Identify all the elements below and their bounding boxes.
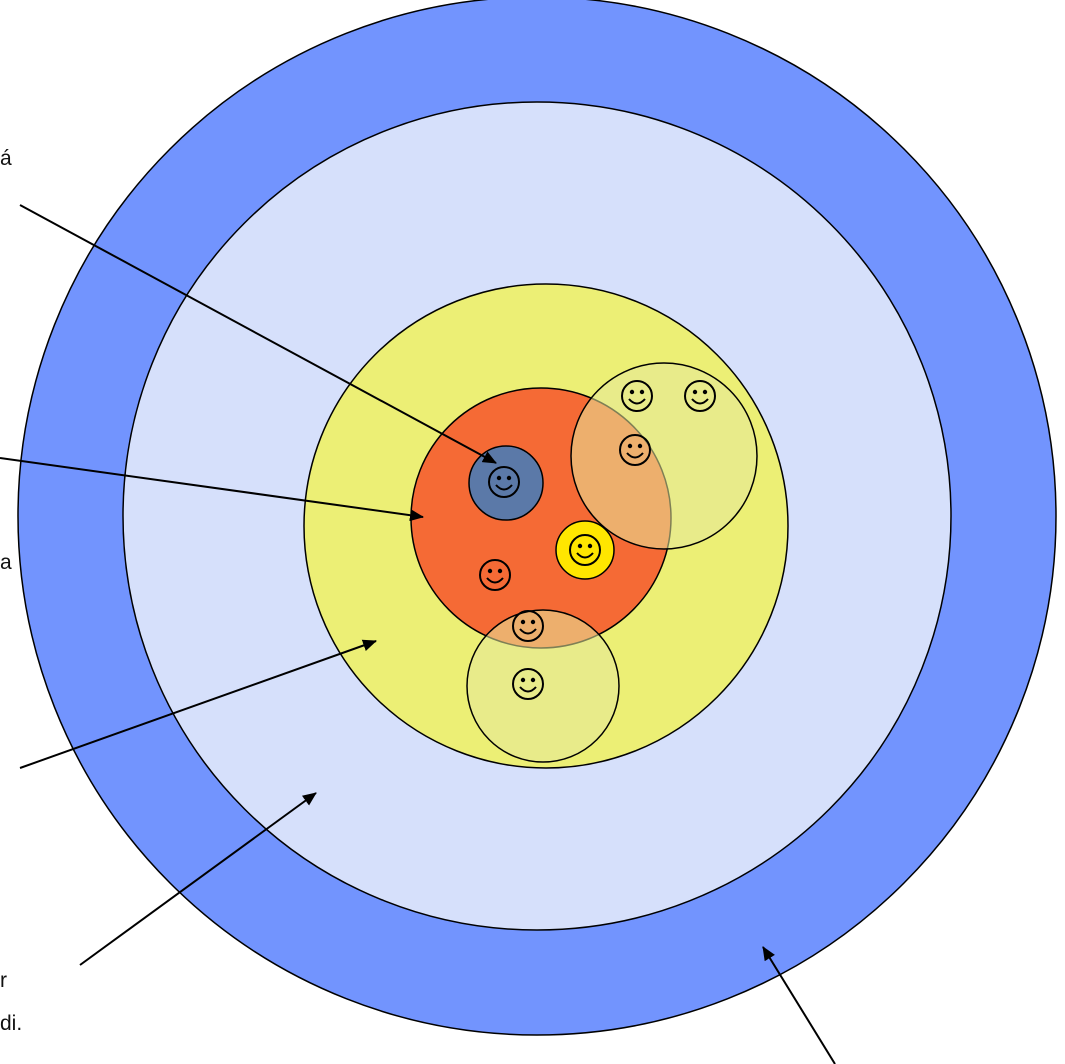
- yellow-face-circle: [555, 520, 615, 580]
- arrow-to-yellow-circle: [19, 639, 377, 769]
- core-circle: [468, 445, 544, 521]
- arrow-to-light-circle: [79, 792, 317, 966]
- arrow-to-core: [19, 204, 497, 464]
- arrow-to-orange-circle: [0, 457, 424, 522]
- label-fragment-top-left: á: [0, 147, 12, 170]
- group-circle-upper-right: [570, 362, 758, 550]
- label-fragment-lower-left-2: di.: [0, 1012, 23, 1035]
- label-fragment-middle-left: a: [0, 551, 12, 574]
- label-fragment-lower-left-1: r: [0, 969, 7, 992]
- arrow-to-outer-ring: [762, 946, 836, 1064]
